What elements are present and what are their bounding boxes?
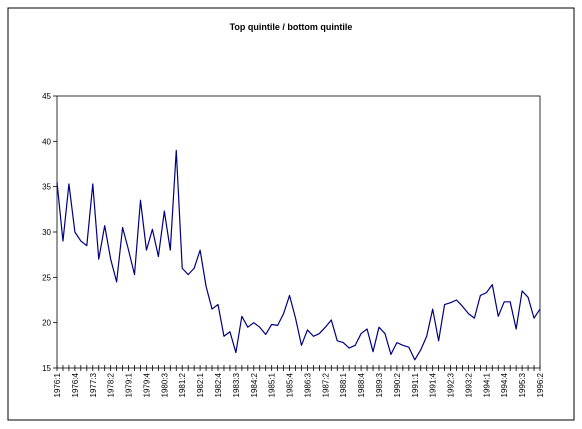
x-tick-label: 1978:2 xyxy=(107,372,116,397)
y-tick-label: 40 xyxy=(42,137,51,146)
x-tick-label: 1988:1 xyxy=(339,372,348,397)
x-tick-label: 1976:4 xyxy=(71,372,80,397)
x-tick-label: 1994:4 xyxy=(500,372,509,397)
x-tick-label: 1986:3 xyxy=(303,372,312,397)
x-tick-label: 1987:2 xyxy=(321,372,330,397)
x-tick-label: 1977:3 xyxy=(89,372,98,397)
x-tick-label: 1992:3 xyxy=(447,372,456,397)
x-tick-label: 1979:4 xyxy=(142,372,151,397)
y-tick-label: 45 xyxy=(42,92,51,101)
y-tick-label: 25 xyxy=(42,273,51,282)
x-tick-label: 1995:3 xyxy=(518,372,527,397)
y-tick-label: 30 xyxy=(42,228,51,237)
chart-frame xyxy=(7,7,575,421)
x-tick-label: 1976:1 xyxy=(53,372,62,397)
x-tick-label: 1980:3 xyxy=(160,372,169,397)
data-line xyxy=(56,149,541,361)
x-tick-label: 1993:2 xyxy=(464,372,473,397)
x-tick-label: 1982:4 xyxy=(214,372,223,397)
x-tick-label: 1981:2 xyxy=(178,372,187,397)
x-tick-label: 1979:1 xyxy=(125,372,134,397)
x-tick-label: 1984:2 xyxy=(250,372,259,397)
x-tick-label: 1982:1 xyxy=(196,372,205,397)
x-tick-label: 1988:4 xyxy=(357,372,366,397)
x-tick-label: 1991:1 xyxy=(411,372,420,397)
x-tick-label: 1994:1 xyxy=(482,372,491,397)
x-tick-label: 1985:4 xyxy=(286,372,295,397)
x-tick-label: 1990:2 xyxy=(393,372,402,397)
x-tick-label: 1996:2 xyxy=(536,372,545,397)
x-tick-label: 1985:1 xyxy=(268,372,277,397)
y-tick-label: 20 xyxy=(42,319,51,328)
x-tick-label: 1991:4 xyxy=(429,372,438,397)
chart-title: Top quintile / bottom quintile xyxy=(230,22,353,32)
y-tick-label: 35 xyxy=(42,183,51,192)
x-tick-label: 1983:3 xyxy=(232,372,241,397)
x-tick-label: 1989:3 xyxy=(375,372,384,397)
y-tick-label: 15 xyxy=(42,364,51,373)
